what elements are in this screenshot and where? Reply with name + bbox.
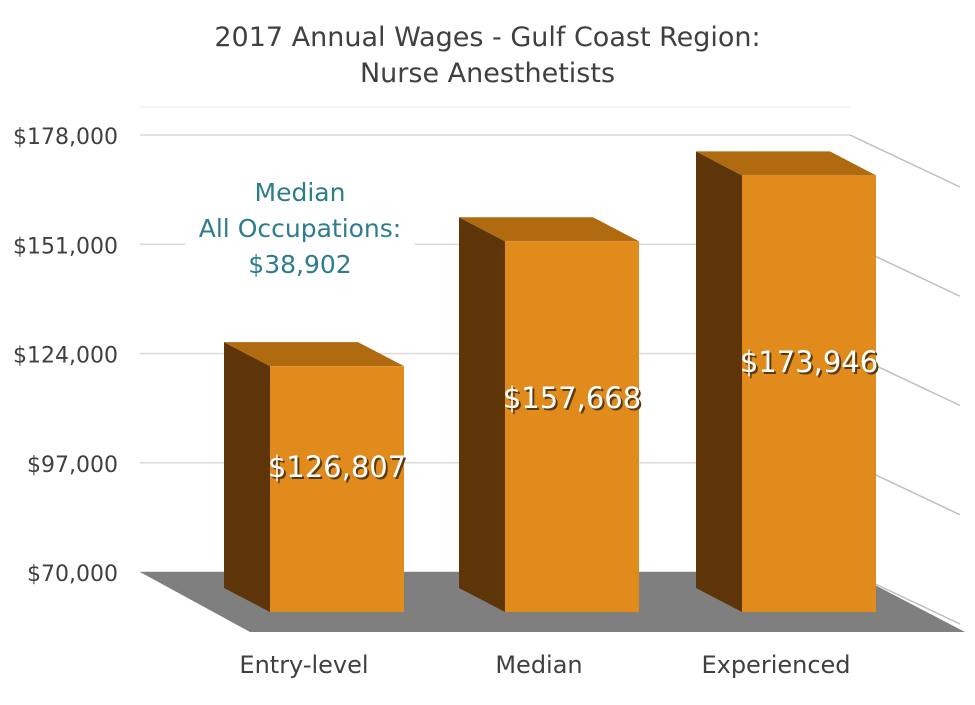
bar-median <box>505 241 639 613</box>
y-tick-label: $151,000 <box>13 234 118 259</box>
bar-side <box>696 151 742 612</box>
bar-side <box>224 342 270 612</box>
data-label: $157,668 <box>503 381 641 415</box>
bar-top <box>224 342 404 367</box>
y-tick-label: $178,000 <box>13 125 118 150</box>
bar-entry-level <box>270 366 404 612</box>
data-label-shadow: $157,668 <box>505 383 643 417</box>
gridline-side <box>849 134 961 188</box>
bar-top <box>696 151 876 176</box>
labels: $70,000 $97,000 $124,000 $151,000 $178,000 $1… <box>13 125 880 679</box>
x-category-label: Experienced <box>701 651 850 679</box>
annotation-line-1: Median <box>254 178 346 207</box>
data-label: $173,946 <box>740 345 878 379</box>
chart-title-line-2: Nurse Anesthetists <box>359 58 616 89</box>
x-category-label: Entry-level <box>239 651 368 679</box>
data-label: $126,807 <box>268 450 406 484</box>
annotation-line-3: $38,902 <box>248 250 352 279</box>
y-tick-label: $97,000 <box>27 453 118 478</box>
bar-experienced <box>742 175 876 612</box>
annotation-line-2: All Occupations: <box>198 214 402 243</box>
y-tick-label: $70,000 <box>27 562 118 587</box>
x-category-label: Median <box>495 651 582 679</box>
bars <box>224 151 876 613</box>
data-label-shadow: $126,807 <box>270 452 408 486</box>
chart-title-line-1: 2017 Annual Wages - Gulf Coast Region: <box>214 22 761 53</box>
data-label-shadow: $173,946 <box>742 347 880 381</box>
bar-side <box>459 217 505 613</box>
median-all-occupations-annotation: Median All Occupations: $38,902 <box>185 175 415 283</box>
y-tick-label: $124,000 <box>13 344 118 369</box>
bar-top <box>459 217 639 242</box>
